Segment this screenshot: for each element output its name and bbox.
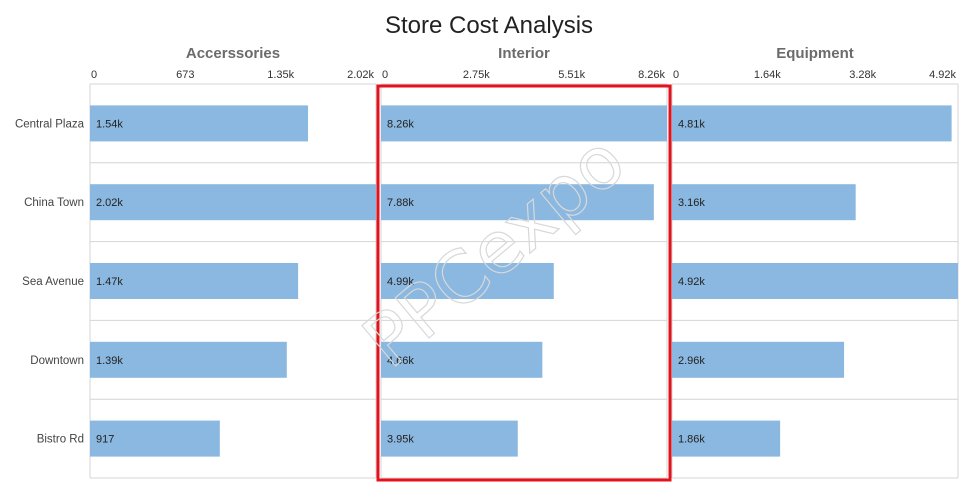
bar-accerssories-central-plaza — [90, 105, 309, 142]
bar-accerssories-sea-avenue — [90, 263, 299, 299]
bar-interior-sea-avenue — [381, 263, 554, 299]
tick-label-interior-2: 5.51k — [558, 69, 585, 81]
data-label-equipment-china-town: 3.16k — [678, 197, 705, 209]
data-label-accerssories-central-plaza: 1.54k — [96, 118, 123, 130]
bar-equipment-china-town — [672, 184, 856, 221]
category-label-bistro-rd: Bistro Rd — [37, 434, 84, 446]
panel-title-interior: Interior — [498, 45, 550, 62]
data-label-accerssories-china-town: 2.02k — [96, 197, 123, 209]
tick-label-accerssories-2: 1.35k — [267, 69, 294, 81]
tick-label-equipment-3: 4.92k — [929, 69, 956, 81]
data-label-interior-china-town: 7.88k — [387, 197, 414, 209]
chart-title: Store Cost Analysis — [385, 12, 593, 39]
data-label-accerssories-bistro-rd: 917 — [96, 434, 114, 446]
category-label-sea-avenue: Sea Avenue — [22, 276, 84, 288]
bar-equipment-sea-avenue — [672, 263, 958, 299]
data-label-accerssories-sea-avenue: 1.47k — [96, 276, 123, 288]
bar-interior-china-town — [381, 184, 654, 221]
tick-label-interior-3: 8.26k — [638, 69, 665, 81]
tick-label-equipment-2: 3.28k — [849, 69, 876, 81]
tick-label-accerssories-1: 673 — [176, 69, 194, 81]
panel-interior: Interior 0 2.75k 5.51k 8.26k 8.26k 7.88k 4.99k 4… — [380, 45, 668, 479]
category-label-central-plaza: Central Plaza — [15, 118, 85, 130]
panel-title-equipment: Equipment — [776, 45, 854, 62]
panel-accerssories: Accerssories 0 673 1.35k 2.02k 1.54k 2.02k 1.47… — [89, 45, 377, 479]
panel-equipment: Equipment 0 1.64k 3.28k 4.92k 4.81k 3.16k 4.92k… — [671, 45, 959, 479]
tick-label-interior-1: 2.75k — [463, 69, 490, 81]
highlight-box-interior — [376, 84, 672, 482]
data-label-interior-central-plaza: 8.26k — [387, 118, 414, 130]
data-label-equipment-sea-avenue: 4.92k — [678, 276, 705, 288]
bar-equipment-bistro-rd — [672, 420, 781, 457]
data-label-interior-sea-avenue: 4.99k — [387, 276, 414, 288]
tick-label-interior-0: 0 — [382, 69, 388, 81]
category-labels: Central Plaza China Town Sea Avenue Downtow… — [15, 118, 85, 445]
bar-equipment-downtown — [672, 341, 845, 378]
tick-label-equipment-1: 1.64k — [754, 69, 781, 81]
tick-label-equipment-0: 0 — [673, 69, 679, 81]
panel-title-accerssories: Accerssories — [186, 45, 280, 62]
tick-label-accerssories-0: 0 — [91, 69, 97, 81]
bar-accerssories-china-town — [90, 184, 376, 221]
data-label-equipment-bistro-rd: 1.86k — [678, 434, 705, 446]
bar-interior-downtown — [381, 341, 543, 378]
bar-accerssories-bistro-rd — [90, 420, 220, 457]
highlight-layer — [376, 84, 672, 482]
bar-equipment-central-plaza — [672, 105, 952, 142]
category-label-downtown: Downtown — [30, 355, 84, 367]
data-label-interior-bistro-rd: 3.95k — [387, 434, 414, 446]
category-label-china-town: China Town — [24, 197, 84, 209]
data-label-interior-downtown: 4.66k — [387, 355, 414, 367]
chart-panels: Accerssories 0 673 1.35k 2.02k 1.54k 2.02k 1.47… — [89, 45, 959, 479]
bar-accerssories-downtown — [90, 341, 287, 378]
bar-interior-bistro-rd — [381, 420, 518, 457]
data-label-accerssories-downtown: 1.39k — [96, 355, 123, 367]
bar-interior-central-plaza — [381, 105, 667, 142]
data-label-equipment-central-plaza: 4.81k — [678, 118, 705, 130]
tick-label-accerssories-3: 2.02k — [347, 69, 374, 81]
data-label-equipment-downtown: 2.96k — [678, 355, 705, 367]
